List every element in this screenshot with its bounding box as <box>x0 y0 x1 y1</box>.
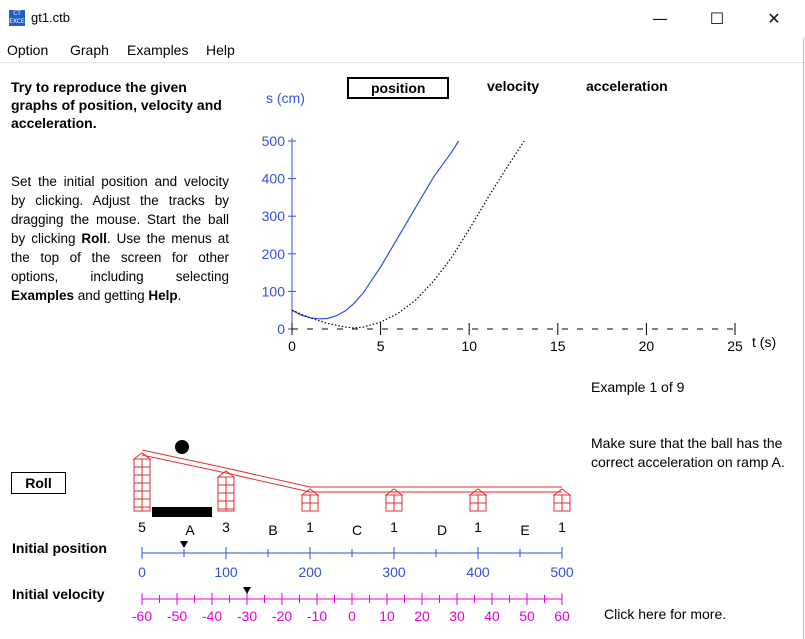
roll-button[interactable]: Roll <box>11 472 66 494</box>
maximize-button[interactable]: ☐ <box>688 0 746 36</box>
track-rail-top <box>141 449 227 469</box>
velocity-slider-label: 10 <box>379 608 395 624</box>
app-icon: CT EXCE <box>9 10 25 26</box>
x-tick-label: 15 <box>550 338 566 354</box>
velocity-slider-label: -60 <box>132 608 152 624</box>
velocity-slider-label: 40 <box>484 608 500 624</box>
position-slider-thumb <box>180 541 188 548</box>
post-height-label: 5 <box>138 519 146 535</box>
x-tick-label: 10 <box>461 338 477 354</box>
position-slider-label: 0 <box>138 564 146 580</box>
instr-text-4: . <box>177 288 182 303</box>
example-hint: Make sure that the ball has the correct … <box>591 435 785 470</box>
minimize-button[interactable]: — <box>631 0 689 36</box>
velocity-slider-label: -40 <box>202 608 222 624</box>
velocity-slider-label: 20 <box>414 608 430 624</box>
post-height-label: 1 <box>390 519 398 535</box>
x-tick-label: 20 <box>639 338 655 354</box>
ramp-a-indicator <box>152 507 212 517</box>
post-height-label: 1 <box>474 519 482 535</box>
ball <box>175 440 189 454</box>
velocity-slider-label: 30 <box>449 608 465 624</box>
ramp-label: B <box>268 522 277 538</box>
menu-bar: Option Graph Examples Help <box>0 38 805 63</box>
track-rail-bottom <box>225 472 311 493</box>
window-border <box>803 38 804 639</box>
ramp-label: E <box>520 522 529 538</box>
more-link[interactable]: Click here for more. <box>604 606 727 622</box>
instr-text-2: . Use the menus at the top of the screen… <box>11 231 229 284</box>
minimize-icon: — <box>652 8 668 28</box>
position-slider-label: 300 <box>382 564 406 580</box>
close-button[interactable]: ✕ <box>745 0 803 36</box>
velocity-slider-label: -20 <box>272 608 292 624</box>
instr-help: Help <box>148 288 178 303</box>
position-slider-label: 100 <box>214 564 238 580</box>
student-position-curve <box>291 140 460 320</box>
example-counter: Example 1 of 9 <box>591 379 685 395</box>
target-position-curve <box>291 140 525 329</box>
instructions-body: Set the initial position and velocity by… <box>11 172 229 305</box>
y-tick-label: 200 <box>262 246 286 262</box>
x-tick-label: 25 <box>727 338 743 354</box>
instr-examples: Examples <box>11 288 75 303</box>
close-icon: ✕ <box>767 8 781 28</box>
ramp-label: C <box>352 522 362 538</box>
position-slider-label: 200 <box>298 564 322 580</box>
y-tick-label: 300 <box>262 208 286 224</box>
tab-position[interactable]: position <box>347 77 450 99</box>
title-bar: CT EXCE gt1.ctb — ☐ ✕ <box>0 0 805 38</box>
menu-option[interactable]: Option <box>7 42 49 58</box>
y-tick-label: 0 <box>277 321 285 337</box>
initial-position-label: Initial position <box>12 540 107 556</box>
track-rail-top <box>225 467 311 488</box>
velocity-slider-label: 60 <box>554 608 570 624</box>
velocity-slider-label: 50 <box>519 608 535 624</box>
y-tick-label: 500 <box>262 133 286 149</box>
tab-acceleration[interactable]: acceleration <box>586 78 668 94</box>
y-axis-label: s (cm) <box>266 90 305 106</box>
velocity-slider-thumb <box>243 587 251 594</box>
maximize-icon: ☐ <box>709 8 725 28</box>
y-tick-label: 100 <box>262 283 286 299</box>
post-height-label: 1 <box>306 519 314 535</box>
menu-graph[interactable]: Graph <box>70 42 109 58</box>
ramp-label: D <box>437 522 447 538</box>
position-slider-label: 500 <box>550 564 574 580</box>
velocity-slider-label: -10 <box>307 608 327 624</box>
y-tick-label: 400 <box>262 171 286 187</box>
tab-velocity[interactable]: velocity <box>487 78 540 94</box>
x-tick-label: 0 <box>288 338 296 354</box>
instr-text-3: and getting <box>74 288 149 303</box>
menu-help[interactable]: Help <box>206 42 235 58</box>
initial-velocity-label: Initial velocity <box>12 586 105 602</box>
track-rail-bottom <box>141 454 227 474</box>
window-title: gt1.ctb <box>31 10 71 25</box>
x-tick-label: 5 <box>377 338 385 354</box>
velocity-slider-label: -30 <box>237 608 257 624</box>
instr-roll: Roll <box>81 231 107 246</box>
post-height-label: 3 <box>222 519 230 535</box>
x-axis-label: t (s) <box>752 334 776 350</box>
velocity-slider-label: 0 <box>348 608 356 624</box>
ramp-label: A <box>185 522 195 538</box>
instr-text-1: Set the initial position and velocity by… <box>11 174 229 246</box>
post-height-label: 1 <box>558 519 566 535</box>
menu-examples[interactable]: Examples <box>127 42 189 58</box>
velocity-slider-label: -50 <box>167 608 187 624</box>
instructions-title: Try to reproduce the given graphs of pos… <box>11 79 222 131</box>
position-slider-label: 400 <box>466 564 490 580</box>
